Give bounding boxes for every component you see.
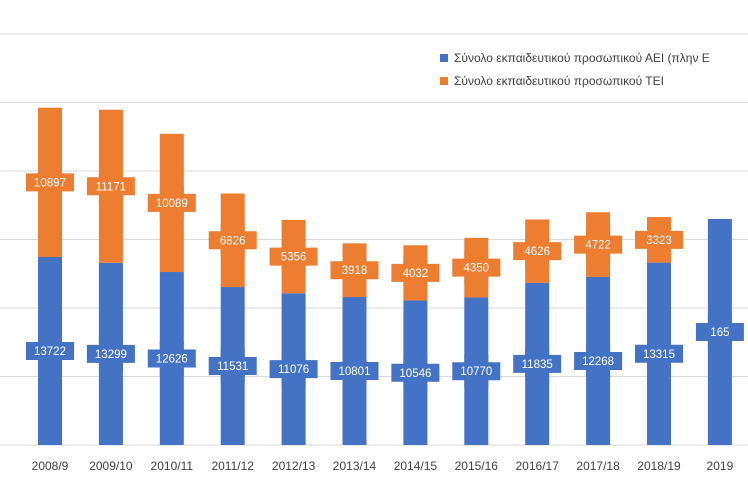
- data-label: 165: [710, 327, 729, 339]
- data-label: 4626: [524, 246, 550, 258]
- data-label: 6826: [220, 235, 246, 247]
- legend-item-tei: Σύνολο εκπαιδευτικού προσωπικού ΤΕΙ: [440, 69, 748, 92]
- data-label-box: [635, 336, 683, 371]
- data-label-box: [695, 314, 744, 349]
- x-tick-label: 2010/11: [151, 459, 194, 473]
- data-label: 11835: [522, 359, 553, 371]
- data-label: 12268: [582, 356, 614, 368]
- data-label: 4350: [464, 263, 490, 275]
- data-labels: 13722 10897 13299 11171 12626 10089 11531 6826 1…: [26, 165, 744, 390]
- legend-swatch-aei: [440, 53, 448, 62]
- data-label: 13299: [95, 349, 127, 361]
- x-tick-label: 2019: [707, 459, 734, 473]
- data-label-box: [269, 352, 318, 387]
- x-tick-label: 2011/12: [211, 459, 254, 473]
- data-label-box: [330, 354, 379, 389]
- data-label: 11171: [96, 181, 126, 193]
- data-label: 11531: [217, 361, 248, 373]
- bars: [38, 107, 732, 445]
- data-label: 10770: [460, 366, 492, 378]
- data-label-box: [269, 239, 318, 274]
- data-label: 5356: [281, 252, 307, 264]
- x-tick-label: 2013/14: [333, 459, 377, 473]
- data-label-box: [452, 354, 501, 389]
- data-label-box: [208, 349, 257, 384]
- x-tick-label: 2008/9: [32, 459, 69, 473]
- data-label: 3918: [342, 265, 368, 277]
- data-label-box: [391, 255, 440, 290]
- data-label: 11076: [278, 364, 309, 376]
- data-label-box: [147, 341, 196, 376]
- data-label-box: [208, 223, 257, 258]
- x-axis-labels: 2008/9 2009/10 2010/11 2011/12 2012/13 2013/1…: [32, 459, 734, 473]
- gridlines: [0, 33, 748, 446]
- data-label-box: [330, 253, 379, 288]
- x-tick-label: 2015/16: [455, 459, 499, 473]
- data-label-box: [635, 222, 683, 257]
- legend-item-aei: Σύνολο εκπαιδευτικού προσωπικού ΑΕΙ (πλη…: [440, 46, 748, 69]
- x-tick-label: 2012/13: [272, 459, 316, 473]
- data-label-box: [26, 334, 74, 369]
- data-label: 3323: [646, 235, 672, 247]
- data-label-box: [452, 250, 501, 285]
- data-label-box: [26, 165, 74, 200]
- data-label-box: [391, 355, 440, 390]
- data-label: 4032: [403, 268, 429, 280]
- data-label-box: [513, 346, 562, 381]
- legend-label-tei: Σύνολο εκπαιδευτικού προσωπικού ΤΕΙ: [454, 73, 664, 88]
- x-tick-label: 2016/17: [516, 459, 560, 473]
- legend-label-aei: Σύνολο εκπαιδευτικού προσωπικού ΑΕΙ (πλη…: [454, 50, 710, 65]
- data-label: 10801: [339, 366, 371, 378]
- data-label-box: [574, 227, 623, 262]
- data-label: 10897: [34, 177, 66, 189]
- legend: Σύνολο εκπαιδευτικού προσωπικού ΑΕΙ (πλη…: [440, 46, 748, 92]
- x-tick-label: 2009/10: [89, 459, 133, 473]
- data-label: 10089: [156, 198, 188, 210]
- data-label-box: [86, 169, 135, 204]
- data-label-box: [574, 343, 623, 378]
- data-label-box: [86, 336, 135, 371]
- legend-swatch-tei: [440, 76, 448, 85]
- data-label-box: [513, 234, 562, 269]
- data-label: 4722: [585, 240, 611, 252]
- x-tick-label: 2014/15: [394, 459, 438, 473]
- data-label: 13315: [643, 349, 675, 361]
- data-label: 12626: [156, 354, 188, 366]
- data-label: 10546: [399, 368, 431, 380]
- x-tick-label: 2017/18: [576, 459, 620, 473]
- data-label-box: [147, 185, 196, 220]
- x-tick-label: 2018/19: [637, 459, 681, 473]
- data-label: 13722: [34, 346, 66, 358]
